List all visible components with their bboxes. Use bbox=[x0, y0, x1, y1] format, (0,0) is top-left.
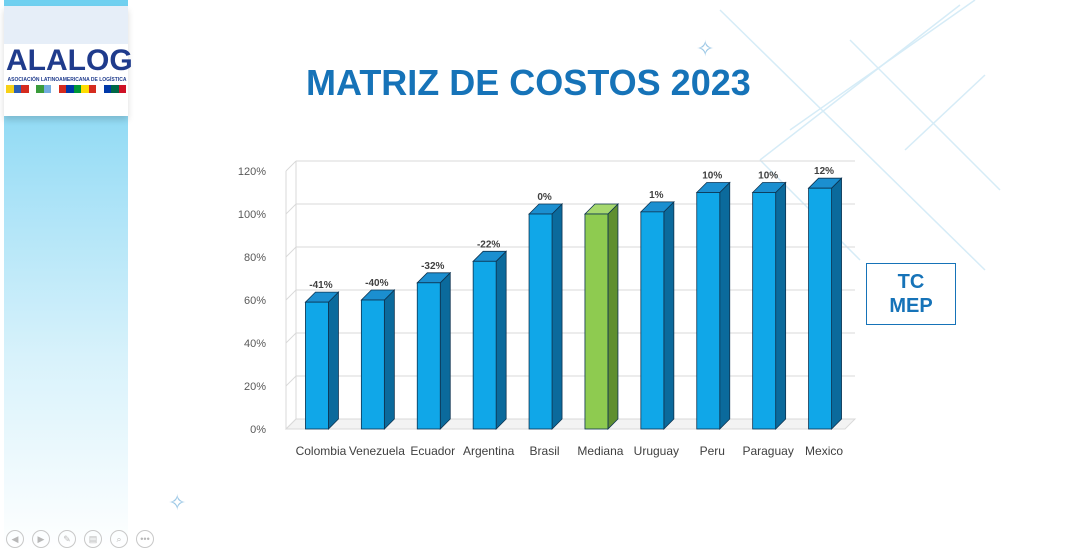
x-tick-label: Brasil bbox=[530, 444, 560, 458]
gridline-diagonal bbox=[285, 375, 297, 387]
bar bbox=[696, 192, 721, 430]
tc-label-line2: MEP bbox=[889, 295, 933, 317]
gridline-diagonal bbox=[285, 332, 297, 344]
bar-side bbox=[328, 291, 339, 430]
gridline-diagonal bbox=[285, 418, 297, 430]
data-label: 10% bbox=[702, 171, 722, 182]
data-label: -40% bbox=[365, 278, 388, 289]
data-label: 10% bbox=[758, 171, 778, 182]
logo: ALALOG ASOCIACIÓN LATINOAMERICANA DE LOG… bbox=[4, 6, 133, 116]
data-label: -32% bbox=[421, 261, 444, 272]
data-label: -41% bbox=[309, 280, 332, 291]
next-icon[interactable]: ▶ bbox=[32, 530, 50, 548]
bar bbox=[360, 299, 385, 430]
x-tick-label: Colombia bbox=[296, 444, 347, 458]
bar bbox=[472, 260, 497, 430]
bar-side bbox=[663, 200, 675, 430]
bar bbox=[305, 301, 329, 430]
y-tick-label: 40% bbox=[244, 338, 266, 350]
y-tick-label: 100% bbox=[238, 209, 266, 221]
flags-strip bbox=[6, 85, 126, 93]
prev-icon[interactable]: ◀ bbox=[6, 530, 24, 548]
slides-icon[interactable]: ▤ bbox=[84, 530, 102, 548]
sparkle-icon: ✧ bbox=[168, 490, 187, 515]
bar bbox=[808, 187, 832, 430]
x-tick-label: Uruguay bbox=[634, 444, 679, 458]
gridline-diagonal bbox=[285, 289, 297, 301]
x-tick-label: Mediana bbox=[577, 444, 623, 458]
logo-header bbox=[4, 6, 128, 44]
tc-mep-label: TC MEP bbox=[866, 263, 956, 325]
y-tick-label: 120% bbox=[238, 166, 266, 178]
slide-title: MATRIZ DE COSTOS 2023 bbox=[306, 62, 751, 103]
y-tick-label: 60% bbox=[244, 295, 266, 307]
bar bbox=[640, 211, 665, 430]
bar-side bbox=[831, 177, 842, 430]
bar bbox=[752, 192, 777, 430]
bar bbox=[528, 213, 553, 430]
bar bbox=[584, 213, 609, 430]
gridline-diagonal bbox=[285, 246, 297, 258]
logo-name: ALALOG bbox=[6, 44, 133, 77]
bar-side bbox=[607, 203, 619, 430]
bar-side bbox=[495, 250, 507, 430]
gridline-diagonal bbox=[285, 160, 297, 172]
x-tick-label: Mexico bbox=[805, 444, 843, 458]
x-tick-label: Argentina bbox=[463, 444, 515, 458]
bar-side bbox=[383, 289, 395, 430]
data-label: 1% bbox=[649, 190, 664, 201]
tc-label-line1: TC bbox=[897, 271, 925, 293]
y-tick-label: 0% bbox=[250, 424, 266, 436]
gridline-diagonal bbox=[285, 203, 297, 215]
x-tick-label: Venezuela bbox=[349, 444, 405, 458]
bar-side bbox=[551, 203, 563, 430]
x-tick-label: Paraguay bbox=[742, 444, 793, 458]
chart-labels: 0% 20% 40% 60% 80% 100% 120% Colombia -41% Venezu… bbox=[238, 166, 844, 458]
y-tick-label: 80% bbox=[244, 252, 266, 264]
data-label: -22% bbox=[477, 239, 500, 250]
x-tick-label: Peru bbox=[700, 444, 725, 458]
bar-side bbox=[439, 271, 451, 430]
bar bbox=[416, 282, 441, 430]
pen-icon[interactable]: ✎ bbox=[58, 530, 76, 548]
logo-subtitle: ASOCIACIÓN LATINOAMERICANA DE LOGÍSTICA bbox=[7, 77, 127, 83]
sparkle-icon: ✧ bbox=[696, 36, 715, 61]
data-label: 12% bbox=[814, 166, 834, 177]
x-tick-label: Ecuador bbox=[410, 444, 455, 458]
bar-side bbox=[775, 181, 787, 430]
y-tick-label: 20% bbox=[244, 381, 266, 393]
zoom-icon[interactable]: ⌕ bbox=[110, 530, 128, 548]
data-label: 0% bbox=[537, 192, 552, 203]
chart-bars bbox=[304, 177, 843, 430]
more-icon[interactable]: ••• bbox=[136, 530, 154, 548]
bar-side bbox=[719, 181, 731, 430]
